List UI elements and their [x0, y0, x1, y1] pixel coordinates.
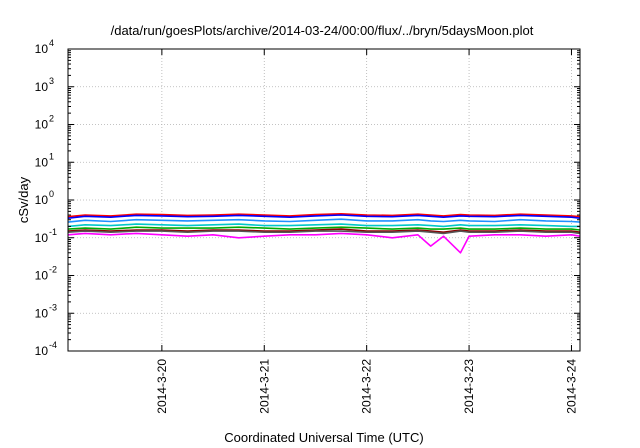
- y-tick-label: 10: [35, 269, 49, 283]
- series-line-1: [67, 213, 581, 218]
- y-tick-label: 10: [35, 306, 49, 320]
- y-tick-exponent: -2: [49, 265, 57, 275]
- y-tick-exponent: 3: [49, 76, 54, 86]
- series-line-4: [67, 223, 580, 228]
- axis-ticks: [68, 48, 580, 352]
- grid-lines: [68, 49, 580, 351]
- x-axis-label: Coordinated Universal Time (UTC): [224, 430, 423, 445]
- series-line-8: [67, 230, 581, 235]
- y-tick-exponent: 2: [49, 114, 54, 124]
- y-tick-exponent: -1: [49, 227, 57, 237]
- x-tick-label: 2014-3-23: [462, 359, 476, 414]
- y-tick-label: 10: [35, 42, 49, 56]
- x-tick-labels: 2014-3-20 2014-3-21 2014-3-22 2014-3-23 2014…: [155, 359, 579, 414]
- y-tick-exponent: -4: [49, 340, 57, 350]
- y-tick-exponent: -3: [49, 302, 57, 312]
- y-tick-exponent: 4: [49, 38, 54, 48]
- series-line-3: [67, 218, 581, 223]
- y-tick-label: 10: [35, 231, 49, 245]
- y-axis-label: cSv/day: [16, 176, 31, 223]
- series-line-6: [67, 228, 581, 233]
- y-tick-exponent: 0: [49, 189, 54, 199]
- series-line-7: [67, 232, 581, 254]
- y-tick-label: 10: [35, 80, 49, 94]
- series-line-2: [67, 214, 581, 219]
- series-line-5: [67, 226, 581, 231]
- x-tick-label: 2014-3-20: [155, 359, 169, 414]
- x-tick-label: 2014-3-21: [257, 359, 271, 414]
- y-tick-label: 10: [35, 155, 49, 169]
- y-tick-label: 10: [35, 344, 49, 358]
- y-tick-label: 10: [35, 118, 49, 132]
- x-tick-label: 2014-3-22: [360, 359, 374, 414]
- x-tick-label: 2014-3-24: [564, 359, 578, 414]
- series-lines: [67, 213, 581, 254]
- y-tick-exponent: 1: [49, 151, 54, 161]
- chart-title: /data/run/goesPlots/archive/2014-03-24/0…: [111, 23, 534, 38]
- y-tick-label: 10: [35, 193, 49, 207]
